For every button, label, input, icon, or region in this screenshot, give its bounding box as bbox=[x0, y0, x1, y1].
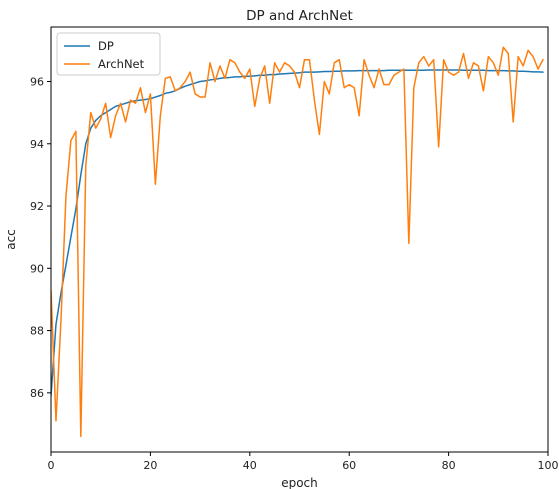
x-axis-label: epoch bbox=[281, 476, 318, 489]
x-tick-label: 20 bbox=[143, 459, 157, 472]
x-tick-label: 0 bbox=[48, 459, 55, 472]
x-tick-label: 100 bbox=[538, 459, 559, 472]
y-tick-label: 90 bbox=[30, 262, 44, 275]
x-axis: 0 20 40 60 80 100 bbox=[48, 452, 559, 472]
chart-title: DP and ArchNet bbox=[246, 8, 353, 24]
legend-label-archnet: ArchNet bbox=[98, 57, 145, 71]
series-archnet bbox=[51, 46, 544, 438]
y-axis: 86 88 90 92 94 96 bbox=[30, 75, 51, 400]
x-tick-label: 60 bbox=[342, 459, 356, 472]
y-tick-label: 94 bbox=[30, 138, 44, 151]
series-line-archnet bbox=[51, 46, 544, 438]
y-tick-label: 86 bbox=[30, 387, 44, 400]
plot-area bbox=[51, 46, 544, 438]
legend: DP ArchNet bbox=[56, 32, 161, 76]
x-tick-label: 40 bbox=[243, 459, 257, 472]
y-tick-label: 92 bbox=[30, 200, 44, 213]
y-tick-label: 88 bbox=[30, 325, 44, 338]
y-axis-label: acc bbox=[4, 229, 18, 250]
y-tick-label: 96 bbox=[30, 75, 44, 88]
legend-label-dp: DP bbox=[98, 39, 114, 53]
x-tick-label: 80 bbox=[442, 459, 456, 472]
axes-frame bbox=[50, 26, 549, 453]
